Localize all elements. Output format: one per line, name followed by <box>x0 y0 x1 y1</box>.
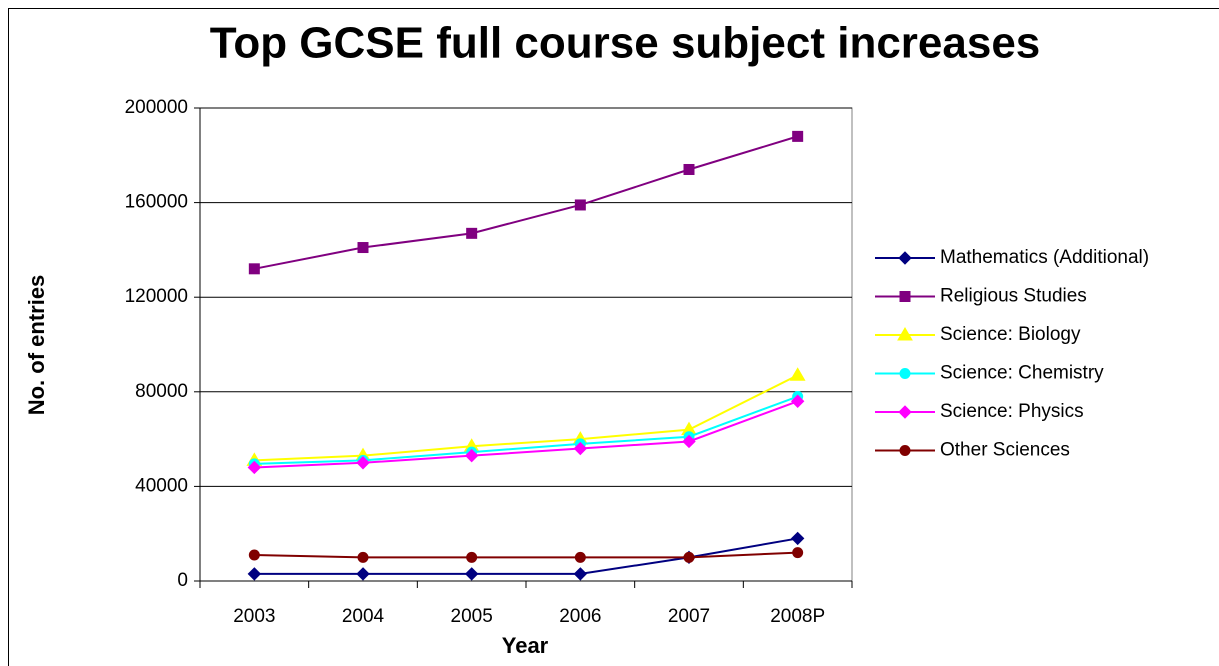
x-tick-label: 2008P <box>770 606 825 627</box>
legend-marker <box>897 327 913 341</box>
x-tick-label: 2006 <box>559 606 601 627</box>
legend-label: Mathematics (Additional) <box>940 247 1149 268</box>
legend-marker <box>898 405 912 419</box>
data-point <box>792 130 804 142</box>
series-line <box>254 400 799 469</box>
data-point <box>574 551 586 563</box>
data-point <box>248 263 260 275</box>
legend-label: Science: Biology <box>940 324 1081 345</box>
data-point <box>248 549 260 561</box>
series-line <box>254 537 798 575</box>
data-point <box>357 242 369 254</box>
series-line <box>254 135 798 270</box>
legend-label: Science: Physics <box>940 401 1084 422</box>
data-point <box>789 367 806 381</box>
data-point <box>790 531 805 546</box>
y-tick-label: 120000 <box>125 286 188 307</box>
data-point <box>466 227 478 239</box>
data-point <box>683 551 695 563</box>
y-tick-label: 80000 <box>135 381 188 402</box>
y-axis-title: No. of entries <box>24 275 49 416</box>
data-point <box>682 434 696 449</box>
legend-marker <box>898 251 912 265</box>
series-line <box>254 551 798 559</box>
y-tick-label: 0 <box>177 570 188 591</box>
data-point <box>683 163 695 175</box>
data-point <box>792 547 804 559</box>
data-point <box>466 551 478 563</box>
legend-marker <box>899 291 911 302</box>
legend-label: Religious Studies <box>940 286 1087 307</box>
chart-title: Top GCSE full course subject increases <box>210 19 1041 68</box>
data-point <box>573 567 588 581</box>
legend-marker <box>899 445 911 456</box>
x-tick-label: 2003 <box>233 606 275 627</box>
y-tick-label: 200000 <box>125 97 188 118</box>
series-line <box>254 374 799 462</box>
series-line <box>254 395 799 465</box>
x-tick-label: 2004 <box>342 606 385 627</box>
data-point <box>790 394 805 408</box>
data-point <box>357 551 369 563</box>
legend-label: Other Sciences <box>940 440 1070 461</box>
y-tick-label: 160000 <box>125 192 188 213</box>
data-point <box>356 456 370 470</box>
x-tick-label: 2007 <box>668 606 710 627</box>
x-tick-label: 2005 <box>451 606 493 627</box>
legend-label: Science: Chemistry <box>940 363 1104 384</box>
x-axis-title: Year <box>502 633 549 658</box>
data-point <box>356 567 370 581</box>
data-point <box>247 567 262 581</box>
data-point <box>247 460 262 475</box>
y-tick-label: 40000 <box>135 475 188 496</box>
plot-area <box>199 107 853 582</box>
legend-marker <box>899 368 911 379</box>
data-point <box>464 567 479 581</box>
data-point <box>573 441 588 456</box>
data-point <box>464 448 479 463</box>
data-point <box>574 199 586 211</box>
